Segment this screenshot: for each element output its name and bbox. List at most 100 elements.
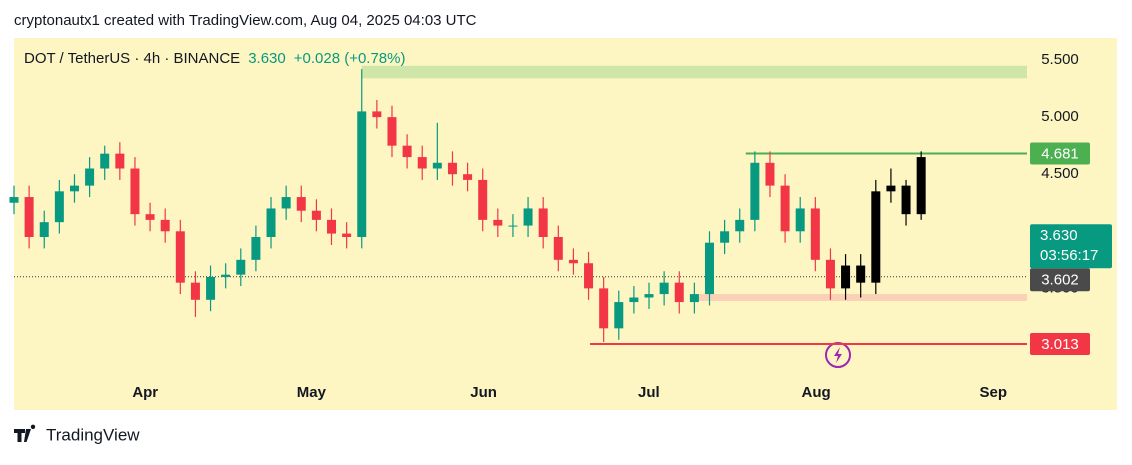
x-tick-label: Jul: [638, 384, 660, 401]
change: +0.028 (+0.78%): [294, 50, 406, 67]
level-tag-label: 4.681: [1041, 146, 1079, 163]
candle-body: [69, 185, 79, 192]
candle: [780, 174, 790, 243]
candle-body: [886, 185, 896, 192]
level-tag: [1030, 332, 1090, 355]
candle-body: [553, 236, 563, 260]
candle-body: [841, 265, 851, 289]
candle-body: [735, 219, 745, 232]
candle-body: [810, 208, 820, 260]
candle-body: [599, 288, 609, 329]
candle-body: [644, 294, 654, 298]
last-price: 3.630: [248, 50, 286, 67]
candle-body: [175, 231, 185, 283]
candle-body: [387, 117, 397, 146]
zone: [361, 65, 1027, 79]
candle: [644, 282, 654, 309]
candle-body: [629, 297, 639, 303]
level-tag: [1030, 142, 1090, 165]
countdown: 03:56:17: [1040, 247, 1098, 264]
candle: [765, 151, 775, 198]
candle: [432, 122, 442, 180]
candle: [115, 142, 125, 180]
candle-body: [780, 185, 790, 232]
candle-body: [584, 263, 594, 289]
candle: [175, 219, 185, 295]
y-tick-label: 5.500: [1041, 51, 1079, 68]
candle-body: [704, 242, 714, 295]
candle: [720, 219, 730, 255]
candle: [856, 254, 866, 298]
candle: [24, 185, 34, 249]
candle: [916, 151, 926, 220]
candle: [493, 208, 503, 237]
candle-body: [689, 294, 699, 303]
candle: [236, 248, 246, 287]
candle: [296, 185, 306, 223]
candle-body: [190, 282, 200, 300]
candle-body: [916, 157, 926, 215]
candle: [538, 197, 548, 249]
candle-body: [236, 259, 246, 275]
candle-body: [221, 274, 231, 277]
candle-body: [402, 145, 412, 158]
y-tick-label: 5.000: [1041, 108, 1079, 125]
candle: [463, 162, 473, 192]
candle: [795, 197, 805, 243]
candle: [886, 168, 896, 203]
candle: [342, 222, 352, 249]
candle-body: [538, 208, 548, 237]
y-tick-label: 4.500: [1041, 165, 1079, 182]
candle-body: [39, 222, 49, 237]
candle: [871, 179, 881, 295]
candle-body: [372, 111, 382, 118]
candle-body: [145, 214, 155, 220]
last-price-tag-label: 3.630: [1040, 227, 1078, 244]
candle: [553, 225, 563, 272]
candle: [901, 179, 911, 226]
candle-body: [115, 153, 125, 169]
candle: [674, 271, 684, 314]
candle: [629, 286, 639, 314]
candle: [266, 197, 276, 249]
candle-body: [493, 219, 503, 226]
candle: [735, 208, 745, 243]
candle: [100, 145, 110, 180]
candle-body: [508, 225, 518, 227]
x-tick-label: Apr: [132, 384, 158, 401]
candle: [387, 105, 397, 158]
candle-body: [795, 208, 805, 232]
candle: [281, 185, 291, 220]
candle: [130, 157, 140, 226]
candle: [206, 265, 216, 312]
legend: DOT / TetherUS · 4h · BINANCE 3.630 +0.028…: [24, 50, 405, 67]
level-tag-label: 3.013: [1041, 336, 1079, 353]
candle-body: [417, 157, 427, 169]
candle-body: [463, 174, 473, 180]
candle-body: [100, 153, 110, 169]
candle: [39, 210, 49, 249]
candle: [584, 251, 594, 300]
candle-body: [54, 191, 64, 223]
candle: [145, 202, 155, 232]
zone: [695, 294, 1027, 301]
candle-body: [432, 162, 442, 169]
candle-body: [311, 210, 321, 220]
candle: [447, 151, 457, 186]
candle-body: [206, 276, 216, 300]
candle: [357, 69, 367, 249]
symbol: DOT / TetherUS · 4h · BINANCE: [24, 50, 240, 67]
candle-body: [614, 302, 624, 329]
candle-body: [901, 185, 911, 215]
candle-body: [24, 197, 34, 237]
candle: [85, 157, 95, 198]
candle: [599, 276, 609, 343]
last-price-tag: [1030, 224, 1112, 269]
reference-tag: [1030, 268, 1090, 292]
candle-body: [674, 282, 684, 303]
candle: [9, 185, 19, 215]
candle-body: [9, 197, 19, 203]
candle: [508, 214, 518, 237]
